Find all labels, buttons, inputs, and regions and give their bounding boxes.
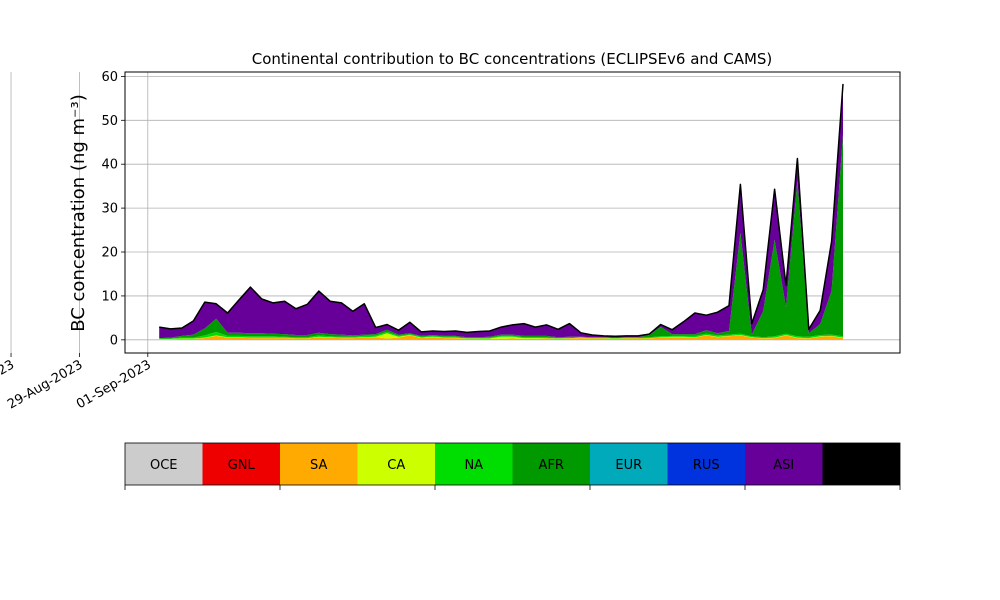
- legend-frame: [124, 442, 901, 486]
- legend-swatch-oce: [125, 443, 203, 485]
- x-tick-label: 29-Aug-2023: [5, 357, 85, 412]
- y-tick-label: 10: [101, 289, 118, 304]
- legend-label: SA: [310, 458, 327, 473]
- legend-swatch-asi: [745, 443, 823, 485]
- legend-swatch-na: [435, 443, 513, 485]
- legend-swatch-sa: [280, 443, 358, 485]
- legend: OCE GNL SA CA NA AFR EUR RUS ASI AUS: [124, 442, 901, 490]
- legend-label: AUS: [848, 458, 875, 473]
- legend-swatch-gnl: [202, 443, 280, 485]
- legend-swatch-ca: [357, 443, 435, 485]
- legend-label: ASI: [773, 458, 794, 473]
- area-series-afr: [159, 134, 843, 339]
- legend-label: CA: [387, 458, 405, 473]
- y-tick-label: 60: [101, 70, 118, 85]
- x-tick-label: 01-Sep-2023: [74, 357, 154, 412]
- y-axis-label: BC concentration (ng m⁻³): [68, 94, 89, 332]
- y-tick-label: 40: [101, 158, 118, 173]
- legend-label: RUS: [693, 458, 720, 473]
- legend-label: NA: [464, 458, 483, 473]
- area-series-ca: [159, 333, 843, 340]
- chart-title: Continental contribution to BC concentra…: [252, 50, 773, 68]
- legend-label: AFR: [539, 458, 564, 473]
- total-outline-line: [159, 83, 844, 338]
- legend-label: EUR: [615, 458, 642, 473]
- legend-swatch-afr: [512, 443, 590, 485]
- plot-frame: [124, 71, 901, 354]
- legend-swatch-eur: [590, 443, 668, 485]
- legend-label: GNL: [228, 458, 256, 473]
- axes-layer: 02-Aug-202305-Aug-202308-Aug-202311-Aug-…: [0, 70, 901, 413]
- legend-label: OCE: [150, 458, 178, 473]
- y-tick-label: 0: [110, 333, 118, 348]
- stacked-area-layer: [159, 83, 844, 340]
- area-series-na: [159, 331, 843, 339]
- y-tick-label: 20: [101, 246, 118, 261]
- y-tick-label: 50: [101, 114, 118, 129]
- y-tick-label: 30: [101, 202, 118, 217]
- legend-swatch-aus: [822, 443, 900, 485]
- area-series-sa: [159, 335, 843, 340]
- legend-swatch-rus: [667, 443, 745, 485]
